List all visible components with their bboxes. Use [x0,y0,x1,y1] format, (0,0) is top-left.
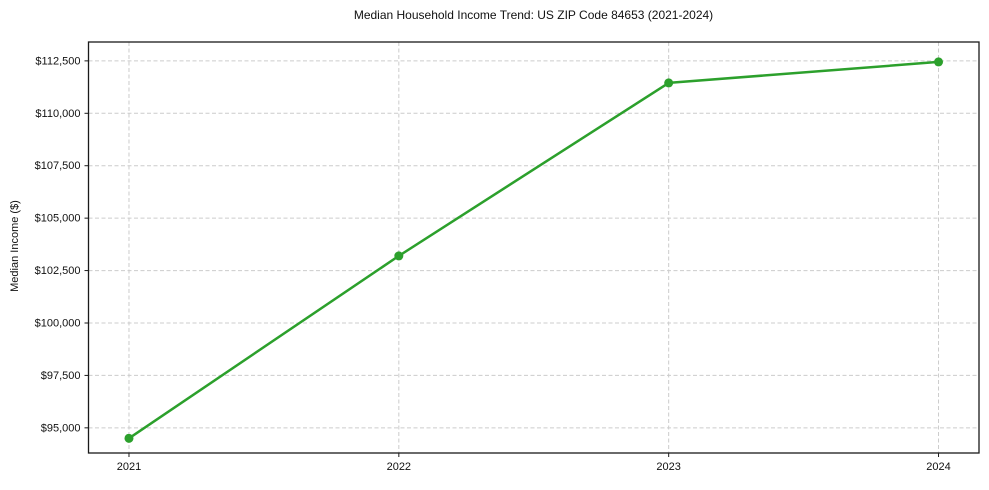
chart-title: Median Household Income Trend: US ZIP Co… [353,8,714,22]
y-tick-label: $100,000 [35,317,81,329]
y-tick-label: $107,500 [35,160,81,172]
y-tick-label: $112,500 [35,55,80,67]
plot-border [87,41,980,454]
data-point-marker [664,78,674,88]
trend-line [127,60,940,440]
data-point-marker [124,433,134,443]
y-tick-label: $102,500 [35,265,81,277]
data-point-marker [934,57,944,67]
x-tick-label: 2021 [117,461,141,473]
x-tick-label: 2022 [387,461,411,473]
y-tick-label: $97,500 [41,370,81,382]
y-tick-label: $105,000 [35,213,81,225]
data-point-marker [394,251,404,261]
x-tick-label: 2024 [926,461,950,473]
y-tick-label: $110,000 [35,108,80,120]
x-tick-label: 2023 [656,461,680,473]
y-tick-label: $95,000 [41,422,81,434]
